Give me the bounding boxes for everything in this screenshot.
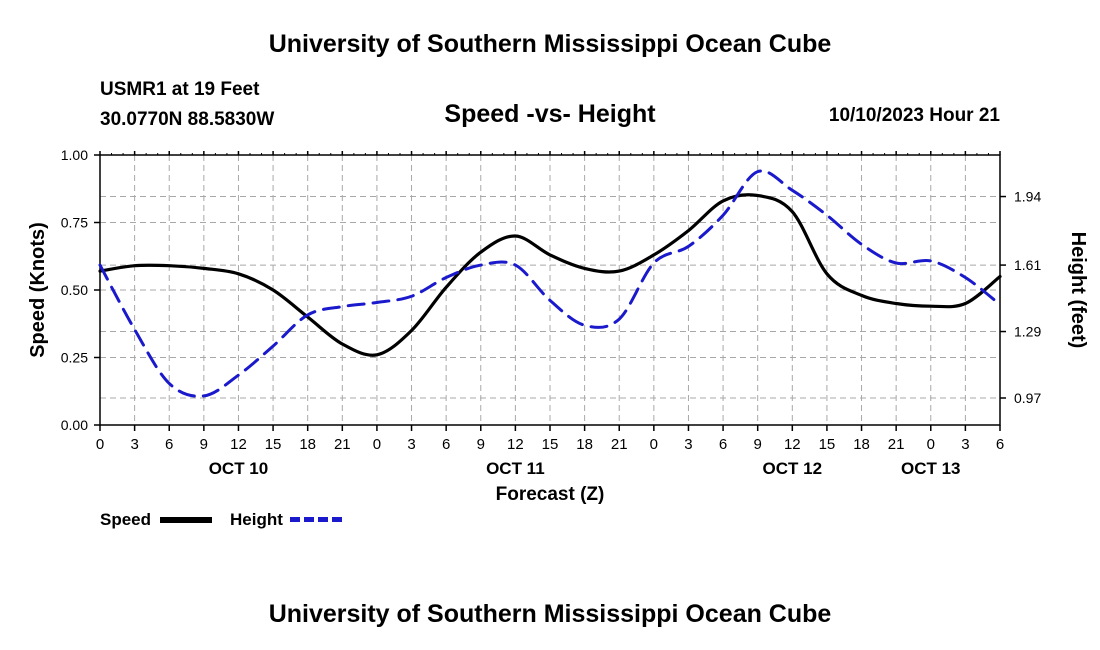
page-title: University of Southern Mississippi Ocean… — [268, 30, 832, 58]
forecast-datetime: 10/10/2023 Hour 21 — [828, 105, 1000, 126]
y2-tick-label: 1.94 — [1014, 189, 1041, 205]
x-tick-label: 18 — [853, 436, 870, 453]
y-tick-label: 0.00 — [61, 417, 88, 433]
x-day-label: OCT 13 — [901, 459, 961, 478]
y2-tick-label: 1.29 — [1014, 324, 1041, 340]
y-tick-label: 0.25 — [61, 350, 88, 366]
height-series-line — [98, 169, 1002, 398]
chart-title: Speed -vs- Height — [444, 100, 656, 128]
x-tick-label: 6 — [165, 436, 173, 453]
legend-height-label: Height — [230, 510, 283, 529]
y-tick-label: 0.75 — [61, 215, 88, 231]
x-tick-label: 3 — [961, 436, 969, 453]
x-day-label: OCT 11 — [486, 459, 545, 478]
x-tick-label: 0 — [96, 436, 104, 453]
x-tick-label: 15 — [819, 436, 836, 453]
speed-series-line — [98, 193, 1002, 357]
x-tick-label: 12 — [507, 436, 524, 453]
x-tick-label: 6 — [996, 436, 1004, 453]
x-tick-label: 6 — [442, 436, 450, 453]
y-tick-label: 1.00 — [61, 147, 88, 163]
x-tick-label: 0 — [650, 436, 658, 453]
x-tick-label: 3 — [684, 436, 692, 453]
x-tick-label: 3 — [130, 436, 138, 453]
station-name: USMR1 at 19 Feet — [100, 79, 260, 100]
x-tick-label: 0 — [373, 436, 381, 453]
x-tick-label: 18 — [299, 436, 316, 453]
x-axis-title: Forecast (Z) — [496, 484, 605, 505]
x-tick-label: 6 — [719, 436, 727, 453]
x-tick-label: 15 — [542, 436, 559, 453]
x-tick-label: 15 — [265, 436, 282, 453]
station-coordinates: 30.0770N 88.5830W — [100, 109, 275, 130]
legend-height-swatch — [290, 517, 342, 522]
x-tick-label: 0 — [927, 436, 935, 453]
y-axis-title: Speed (Knots) — [27, 222, 49, 358]
y-tick-label: 0.50 — [61, 282, 88, 298]
y2-tick-label: 0.97 — [1014, 390, 1041, 406]
x-tick-label: 12 — [784, 436, 801, 453]
x-tick-label: 21 — [611, 436, 628, 453]
x-tick-label: 9 — [754, 436, 762, 453]
legend-speed-swatch — [160, 517, 212, 523]
x-tick-label: 12 — [230, 436, 247, 453]
x-tick-label: 9 — [477, 436, 485, 453]
footer-title: University of Southern Mississippi Ocean… — [268, 600, 832, 628]
legend-speed-label: Speed — [100, 510, 152, 529]
x-tick-label: 18 — [576, 436, 593, 453]
y2-tick-label: 1.61 — [1014, 257, 1041, 273]
x-tick-label: 9 — [200, 436, 208, 453]
x-tick-label: 3 — [407, 436, 415, 453]
x-day-label: OCT 12 — [763, 459, 823, 478]
x-tick-label: 21 — [888, 436, 905, 453]
station-info: USMR1 at 19 Feet 30.0770N 88.5830W — [100, 75, 274, 135]
y2-axis-title: Height (feet) — [1067, 232, 1089, 349]
x-tick-label: 21 — [334, 436, 351, 453]
x-day-label: OCT 10 — [209, 459, 269, 478]
